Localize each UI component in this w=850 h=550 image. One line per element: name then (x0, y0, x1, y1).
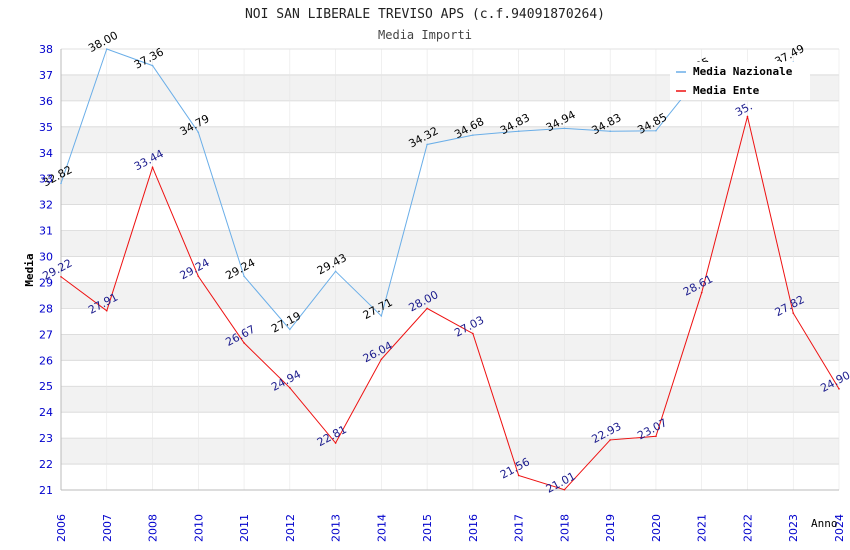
y-tick-label: 31 (39, 225, 53, 238)
series-lines (60, 48, 840, 491)
chart-title: NOI SAN LIBERALE TREVISO APS (c.f.940918… (245, 7, 605, 22)
point-media-nazionale-2017 (517, 130, 520, 133)
x-tick-label: 2011 (238, 514, 251, 542)
x-tick-label: 2023 (787, 514, 800, 542)
x-tick-label: 2007 (101, 514, 114, 542)
point-media-ente-2006 (60, 275, 62, 278)
x-axis-ticks: 2006 2007 2008 2010 2011 2012 2013 2014 2015 2016… (55, 514, 846, 542)
x-tick-label: 2008 (147, 514, 160, 542)
point-media-ente-2014 (380, 358, 383, 361)
point-media-nazionale-2020 (655, 129, 657, 132)
point-media-ente-2008 (151, 166, 154, 169)
legend-label-media-ente: Media Ente (693, 84, 760, 97)
x-tick-label: 2018 (558, 514, 571, 542)
point-media-nazionale-2016 (472, 134, 474, 136)
y-tick-label: 22 (39, 458, 53, 471)
data-label-media-nazionale-2011: 29.24 (223, 256, 257, 282)
point-media-ente-2011 (243, 342, 245, 344)
band-24 (61, 386, 839, 413)
y-tick-label: 25 (39, 380, 53, 393)
y-tick-label: 23 (39, 432, 53, 445)
point-media-nazionale-2019 (609, 130, 611, 133)
x-tick-label: 2016 (467, 514, 480, 542)
x-tick-label: 2019 (604, 514, 617, 542)
legend-box (670, 62, 810, 100)
point-media-ente-2024 (838, 388, 840, 390)
y-tick-label: 33 (39, 173, 53, 186)
data-label-media-ente-2022: 35. (733, 100, 755, 120)
y-tick-label: 27 (39, 328, 53, 341)
point-media-nazionale-2007 (105, 48, 108, 50)
point-media-ente-2012 (289, 386, 291, 389)
point-media-nazionale-2011 (243, 275, 245, 278)
y-tick-label: 21 (39, 484, 53, 497)
x-tick-label: 2006 (55, 514, 68, 542)
legend-label-media-nazionale: Media Nazionale (693, 65, 793, 78)
y-tick-label: 34 (39, 147, 53, 160)
y-tick-label: 28 (39, 302, 53, 315)
plot-background-bands (61, 74, 839, 465)
x-tick-label: 2021 (696, 514, 709, 542)
band-26 (61, 334, 839, 361)
point-media-ente-2021 (700, 291, 703, 294)
point-media-ente-2010 (197, 275, 200, 278)
band-32 (61, 178, 839, 205)
point-media-ente-2013 (334, 442, 337, 444)
data-label-media-nazionale-2012: 27.19 (269, 309, 303, 335)
point-media-nazionale-2006 (60, 182, 62, 185)
y-tick-label: 32 (39, 199, 53, 212)
x-tick-label: 2013 (330, 514, 343, 542)
chart-subtitle: Media Importi (378, 28, 472, 42)
point-media-nazionale-2018 (563, 127, 566, 130)
y-axis-label: Media (23, 253, 36, 286)
point-media-nazionale-2013 (334, 270, 337, 273)
point-media-nazionale-2012 (289, 328, 291, 331)
gridlines (60, 48, 840, 491)
legend: Media Nazionale Media Ente (670, 62, 810, 100)
y-tick-label: 26 (39, 354, 53, 367)
x-tick-label: 2020 (650, 514, 663, 542)
x-tick-label: 2015 (421, 514, 434, 542)
x-tick-label: 2022 (741, 514, 754, 542)
point-media-nazionale-2010 (197, 131, 200, 134)
x-tick-label: 2012 (284, 514, 297, 542)
point-media-ente-2020 (655, 435, 657, 438)
x-axis-label: Anno (811, 517, 838, 530)
point-media-ente-2022 (746, 115, 749, 118)
point-media-ente-2015 (426, 307, 428, 310)
y-tick-label: 36 (39, 95, 53, 108)
band-30 (61, 230, 839, 257)
y-tick-label: 24 (39, 406, 53, 419)
point-media-ente-2019 (609, 439, 611, 441)
band-22 (61, 438, 839, 465)
point-media-ente-2023 (792, 312, 795, 314)
point-media-nazionale-2015 (426, 143, 428, 146)
band-28 (61, 282, 839, 309)
point-media-ente-2007 (105, 309, 108, 312)
point-media-nazionale-2014 (380, 315, 383, 317)
x-tick-label: 2024 (833, 514, 846, 542)
y-tick-label: 37 (39, 69, 53, 82)
x-tick-label: 2017 (513, 514, 526, 542)
data-label-media-nazionale-2007: 38.00 (86, 29, 120, 55)
y-tick-label: 38 (39, 43, 53, 56)
series-line-media-ente (60, 116, 840, 491)
y-axis-ticks: 21 22 23 24 25 26 27 28 29 30 31 32 33 34 35 36 37 38 (39, 43, 53, 497)
point-media-ente-2016 (472, 332, 474, 335)
point-media-ente-2018 (563, 488, 566, 491)
data-label-media-ente-2010: 29.24 (178, 256, 212, 282)
y-tick-label: 29 (39, 276, 53, 289)
y-tick-label: 35 (39, 121, 53, 134)
x-tick-label: 2014 (375, 514, 388, 542)
x-tick-label: 2010 (192, 514, 205, 542)
point-media-nazionale-2008 (151, 64, 154, 67)
y-tick-label: 30 (39, 251, 53, 264)
point-media-ente-2017 (517, 474, 520, 477)
data-label-media-ente-2018: 21.01 (544, 470, 578, 496)
